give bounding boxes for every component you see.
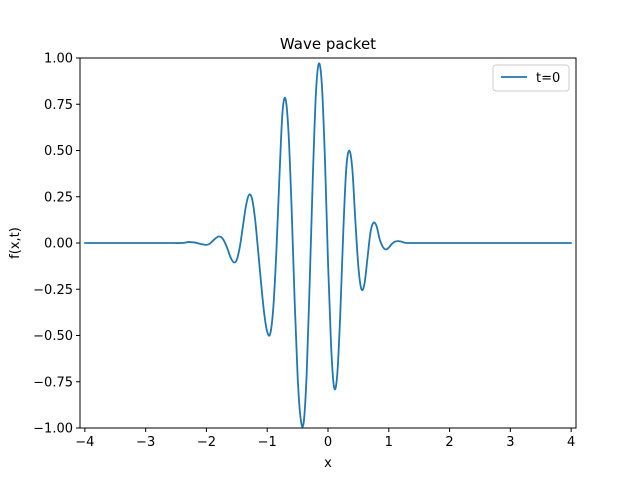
x-tick-label: 3: [506, 435, 514, 450]
x-axis-label: x: [324, 456, 332, 471]
legend-label-t0: t=0: [536, 71, 560, 86]
x-tick-label: 0: [324, 435, 332, 450]
x-tick-label: −4: [75, 435, 94, 450]
y-tick-label: 0.75: [44, 98, 73, 113]
series-layer: [83, 62, 573, 428]
legend-box: [492, 64, 570, 92]
y-tick-label: 0.50: [44, 144, 73, 159]
x-tick-label: 2: [445, 435, 453, 450]
y-tick-label: 0.25: [44, 190, 73, 205]
x-tick-label: 4: [567, 435, 575, 450]
x-tick-label: 1: [385, 435, 393, 450]
x-tick-label: −3: [136, 435, 155, 450]
y-tick-label: −0.75: [33, 375, 73, 390]
chart-title: Wave packet: [280, 35, 376, 53]
y-tick-label: −0.25: [33, 283, 73, 298]
y-tick-label: −1.00: [33, 422, 73, 437]
y-tick-label: −0.50: [33, 329, 73, 344]
series-line-t0: [83, 62, 573, 428]
ticks-layer: −4 −3 −2 −1 0 1 2 3 4 −1.00 −0.75 −0.50 −0.25 0.00 0.2…: [33, 52, 575, 451]
y-tick-label: 1.00: [44, 52, 73, 67]
plot-frame: [79, 57, 577, 429]
x-tick-label: −1: [258, 435, 277, 450]
y-tick-label: 0.00: [44, 237, 73, 252]
x-tick-label: −2: [197, 435, 216, 450]
y-axis-label: f(x,t): [8, 227, 23, 259]
legend: t=0: [492, 64, 570, 92]
